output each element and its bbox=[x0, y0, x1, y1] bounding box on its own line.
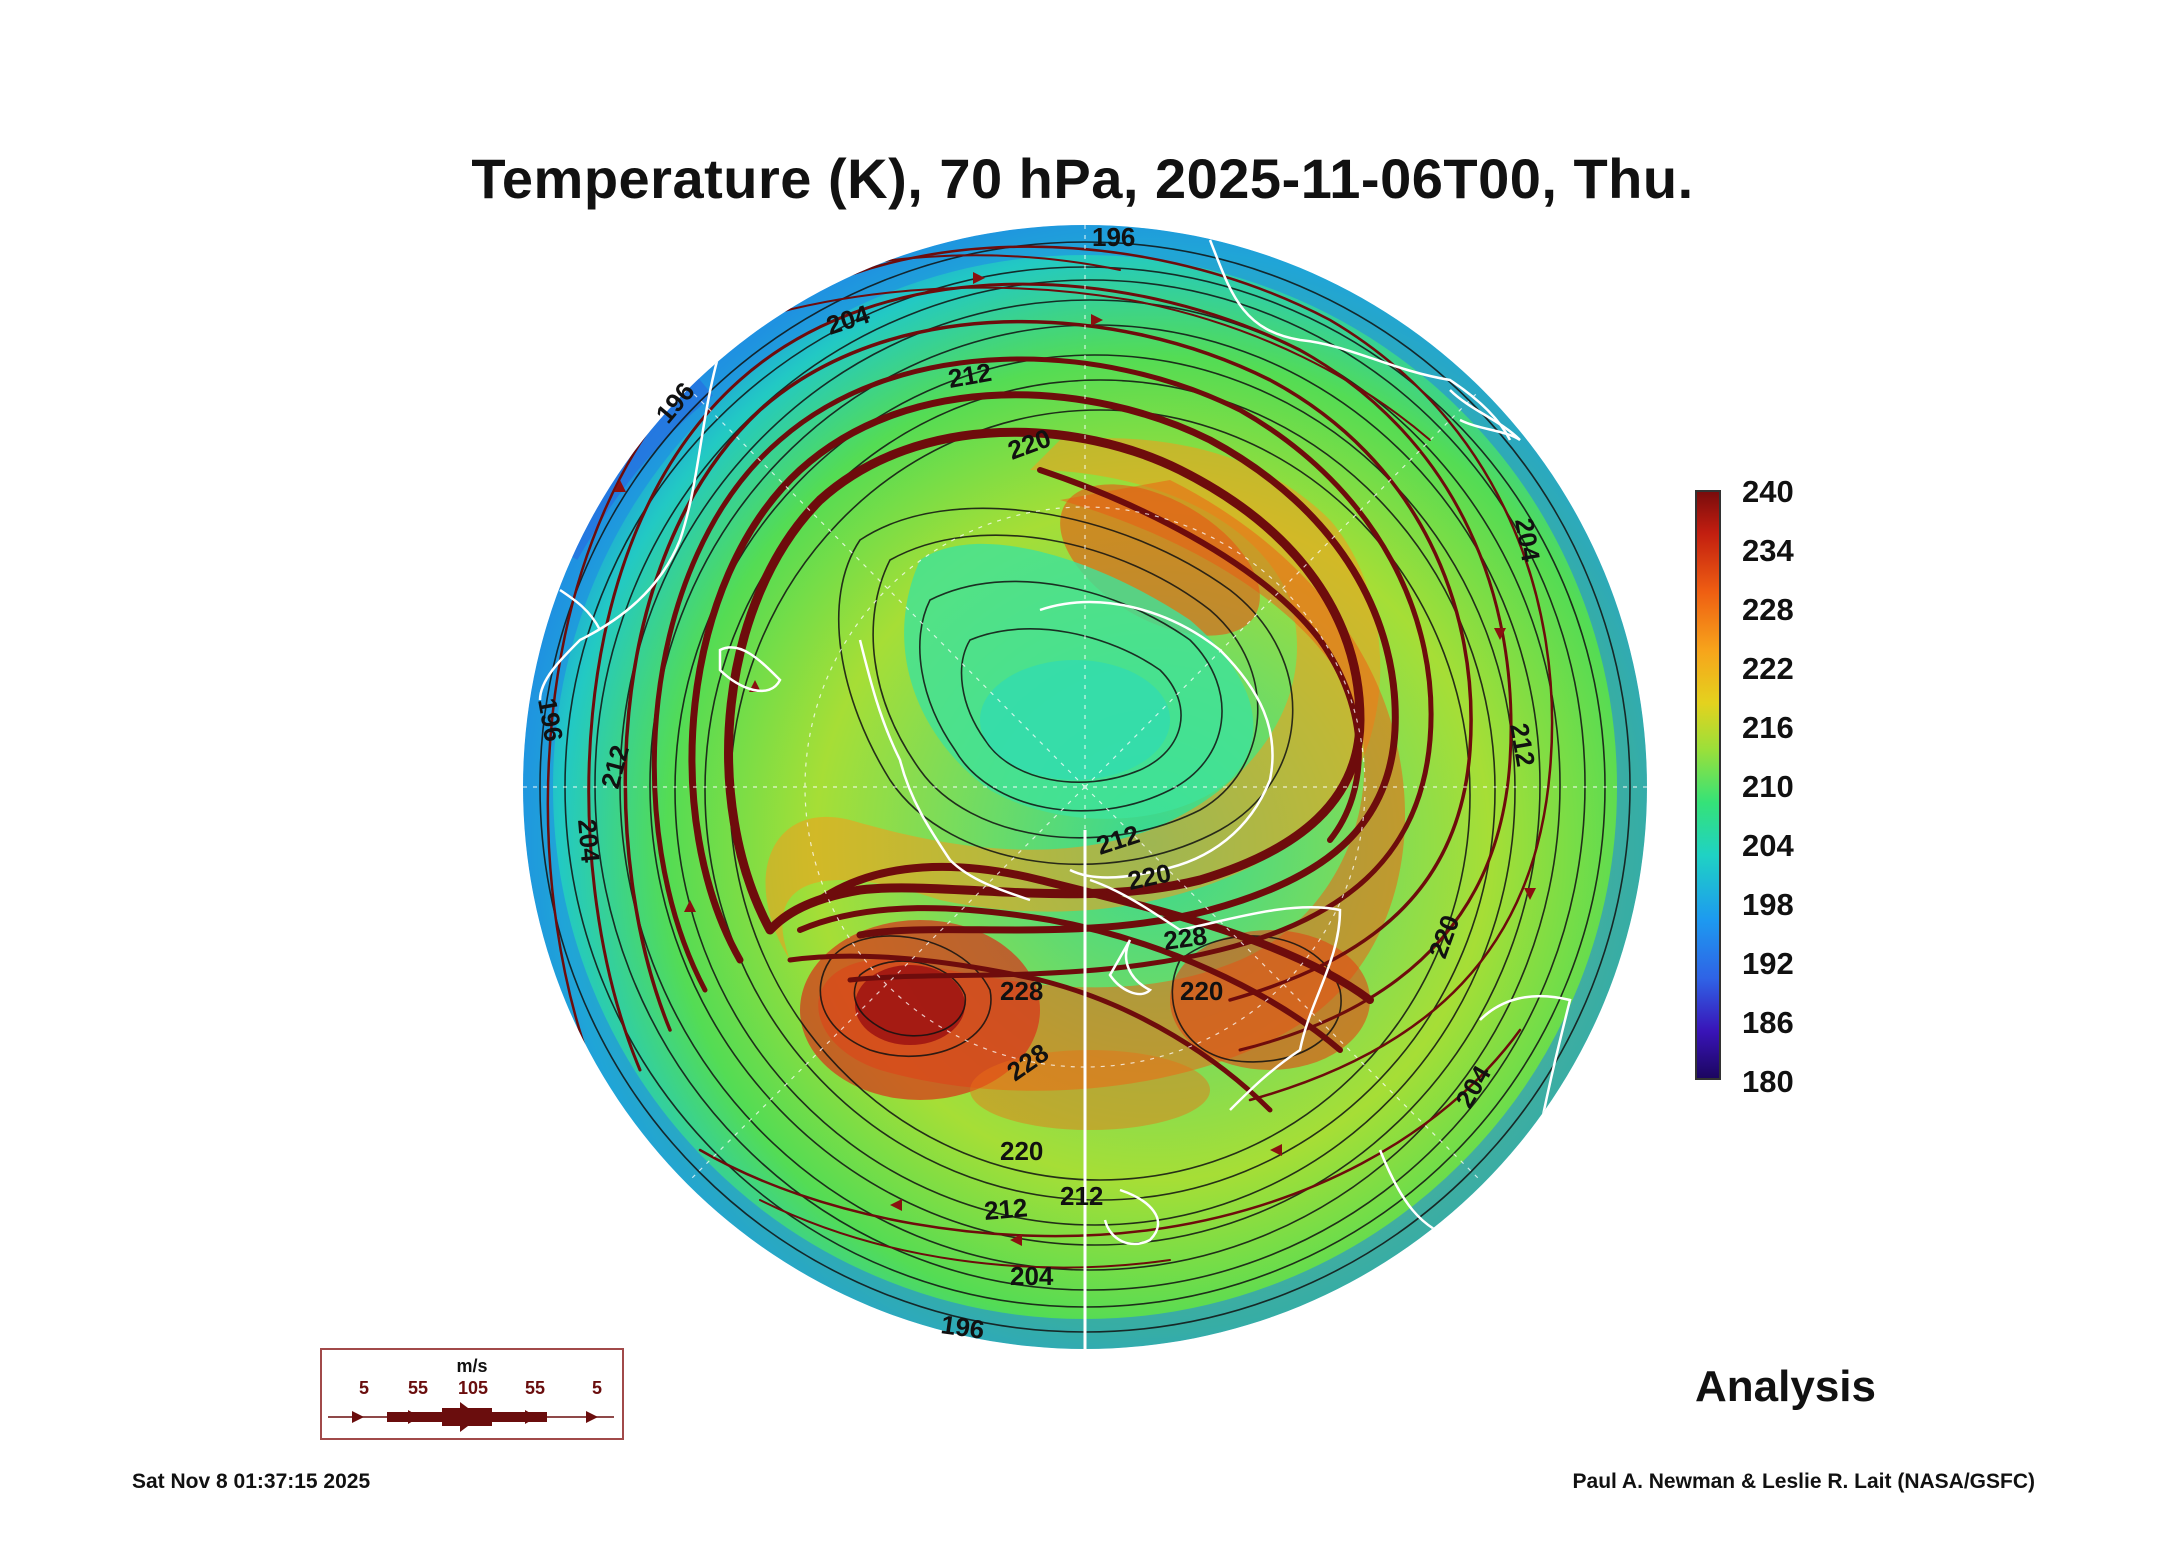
contour-label: 212 bbox=[1060, 1181, 1103, 1211]
contour-label: 220 bbox=[1000, 1136, 1043, 1166]
colorbar-label: 192 bbox=[1742, 946, 1794, 981]
wind-legend-tick: 5 bbox=[358, 1378, 370, 1398]
colorbar bbox=[1695, 490, 1721, 1080]
colorbar-label: 210 bbox=[1742, 769, 1794, 804]
wind-streamlines bbox=[546, 245, 1554, 1269]
contour-label: 212 bbox=[1504, 721, 1541, 769]
credit: Paul A. Newman & Leslie R. Lait (NASA/GS… bbox=[1572, 1470, 2035, 1493]
colorbar-label: 186 bbox=[1742, 1005, 1794, 1040]
contour-label: 228 bbox=[1000, 976, 1043, 1006]
contour-label: 204 bbox=[1010, 1261, 1054, 1291]
contour-label: 196 bbox=[532, 696, 569, 744]
contour-label: 212 bbox=[946, 357, 994, 394]
contour-label: 228 bbox=[1162, 920, 1209, 956]
graticule bbox=[523, 225, 1647, 1349]
colorbar-label: 216 bbox=[1742, 710, 1794, 745]
contour-label: 220 bbox=[1180, 976, 1223, 1006]
colorbar-label: 222 bbox=[1742, 651, 1794, 686]
contour-label: 196 bbox=[939, 1309, 986, 1345]
wind-legend-unit: m/s bbox=[456, 1356, 488, 1376]
colorbar-label: 180 bbox=[1742, 1064, 1794, 1099]
colorbar-label: 240 bbox=[1742, 474, 1794, 509]
analysis-label: Analysis bbox=[1695, 1362, 1876, 1411]
map-title: Temperature (K), 70 hPa, 2025-11-06T00, … bbox=[471, 147, 1694, 210]
temperature-field bbox=[523, 225, 1647, 1349]
contour-label: 212 bbox=[983, 1192, 1029, 1226]
wind-legend-tick: 55 bbox=[524, 1378, 546, 1398]
timestamp: Sat Nov 8 01:37:15 2025 bbox=[132, 1470, 371, 1493]
colorbar-label: 234 bbox=[1742, 533, 1794, 568]
wind-legend-arrow bbox=[328, 1402, 614, 1432]
contour-label: 204 bbox=[572, 818, 606, 864]
wind-legend-tick: 55 bbox=[407, 1378, 429, 1398]
wind-speed-legend: m/s 5 55 105 55 5 bbox=[320, 1348, 624, 1440]
colorbar-label: 198 bbox=[1742, 887, 1794, 922]
contour-label: 196 bbox=[1092, 222, 1135, 252]
colorbar-label: 228 bbox=[1742, 592, 1794, 627]
wind-legend-tick: 105 bbox=[457, 1378, 489, 1398]
wind-legend-tick: 5 bbox=[591, 1378, 603, 1398]
colorbar-label: 204 bbox=[1742, 828, 1794, 863]
